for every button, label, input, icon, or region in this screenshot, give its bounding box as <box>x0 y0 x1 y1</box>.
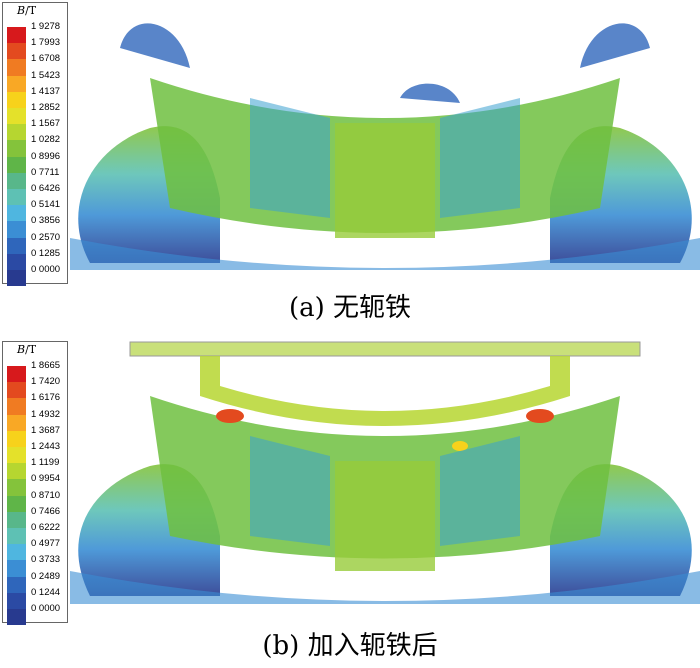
legend-swatch <box>7 124 26 141</box>
legend-tick-label: 1 7993 <box>31 37 61 49</box>
base-lines <box>70 238 700 270</box>
legend-tick-label: 1 1199 <box>31 457 60 469</box>
legend-tick-label: 1 6176 <box>31 392 61 404</box>
legend-tick-label: 1 9278 <box>31 21 61 32</box>
legend-swatch <box>7 430 26 447</box>
field-plot-a <box>70 23 700 270</box>
legend-tick-label: 0 6426 <box>31 183 61 194</box>
legend-tick-label: 1 4137 <box>31 85 61 97</box>
hotspot <box>526 409 554 423</box>
legend-tick-label: 1 5423 <box>31 69 61 81</box>
legend-swatch <box>7 253 26 270</box>
legend-swatch <box>7 172 26 189</box>
yoke <box>129 341 641 357</box>
legend-swatch <box>7 609 26 626</box>
legend-swatch <box>7 560 26 577</box>
legend-swatch <box>7 221 26 238</box>
legend-tick-label: 0 2570 <box>31 231 61 243</box>
legend-tick-label: 1 6708 <box>31 53 61 65</box>
magnet-blocks <box>250 98 520 218</box>
legend-swatch <box>7 576 26 593</box>
hotspot <box>216 409 244 423</box>
legend-swatch <box>7 59 26 76</box>
legend-tick-label: 0 6222 <box>31 522 61 533</box>
legend-swatch <box>7 27 26 44</box>
legend-swatch <box>7 528 26 545</box>
legend-tick-label: 0 8996 <box>31 150 61 162</box>
legend-title: B/T <box>17 4 37 17</box>
legend-tick-label: 0 2489 <box>31 570 61 582</box>
legend-tick-label: 0 0000 <box>31 264 61 275</box>
legend-swatch <box>7 463 26 480</box>
legend-swatch <box>7 205 26 222</box>
legend-tick-label: 1 2852 <box>31 102 61 113</box>
center-pole <box>335 461 435 571</box>
legend-title: B/T <box>17 343 37 356</box>
legend-tick-label: 0 5141 <box>31 199 61 211</box>
magnet-blocks <box>250 436 520 546</box>
yoke-arc <box>200 356 570 426</box>
legend-swatch <box>7 43 26 60</box>
legend-swatch <box>7 495 26 512</box>
legend-tick-label: 1 2443 <box>31 441 61 452</box>
legend-swatch <box>7 156 26 173</box>
legend-tick-label: 1 7420 <box>31 376 61 388</box>
legend-tick-label: 0 1244 <box>31 586 61 598</box>
center-pole <box>335 123 435 238</box>
legend-swatch <box>7 237 26 254</box>
caption-a: (a) 无轭铁 <box>288 293 412 323</box>
legend-tick-label: 0 8710 <box>31 489 61 501</box>
legend-swatch <box>7 544 26 561</box>
panel-a: B/T 1 9278 1 7993 1 6708 1 5423 1 4137 1 2852… <box>0 0 700 330</box>
legend-tick-label: 0 7466 <box>31 505 61 517</box>
legend-tick-label: 0 0000 <box>31 603 61 614</box>
panel-b: B/T 1 8665 1 7420 1 6176 1 4932 1 3687 1 2443… <box>0 336 700 668</box>
legend-swatch <box>7 382 26 399</box>
legend-tick-label: 1 1567 <box>31 118 61 130</box>
legend-tick-label: 1 3687 <box>31 424 61 436</box>
legend-swatch <box>7 479 26 496</box>
legend-swatch <box>7 414 26 431</box>
legend-a: B/T 1 9278 1 7993 1 6708 1 5423 1 4137 1 2852… <box>2 2 68 287</box>
caption-b: (b) 加入轭铁后 <box>262 631 438 661</box>
legend-swatch <box>7 511 26 528</box>
legend-tick-label: 1 0282 <box>31 134 61 146</box>
legend-swatch <box>7 592 26 609</box>
legend-swatch <box>7 270 26 287</box>
legend-tick-label: 0 7711 <box>31 166 60 178</box>
base-lines <box>70 571 700 604</box>
legend-tick-label: 0 9954 <box>31 473 61 485</box>
upper-loops <box>120 23 650 103</box>
hotspot <box>452 441 468 451</box>
legend-tick-label: 1 4932 <box>31 408 61 420</box>
legend-swatch <box>7 398 26 415</box>
legend-swatch <box>7 91 26 108</box>
legend-b: B/T 1 8665 1 7420 1 6176 1 4932 1 3687 1 2443… <box>2 341 68 626</box>
legend-swatch <box>7 366 26 383</box>
legend-swatch <box>7 75 26 92</box>
legend-tick-label: 0 3733 <box>31 554 61 566</box>
legend-tick-label: 0 3856 <box>31 215 61 227</box>
legend-tick-label: 1 8665 <box>31 360 61 371</box>
legend-swatch <box>7 108 26 125</box>
legend-swatch <box>7 189 26 206</box>
field-plot-b <box>70 341 700 604</box>
legend-tick-label: 0 4977 <box>31 538 61 550</box>
legend-swatch <box>7 447 26 464</box>
legend-swatch <box>7 140 26 157</box>
legend-tick-label: 0 1285 <box>31 247 61 259</box>
